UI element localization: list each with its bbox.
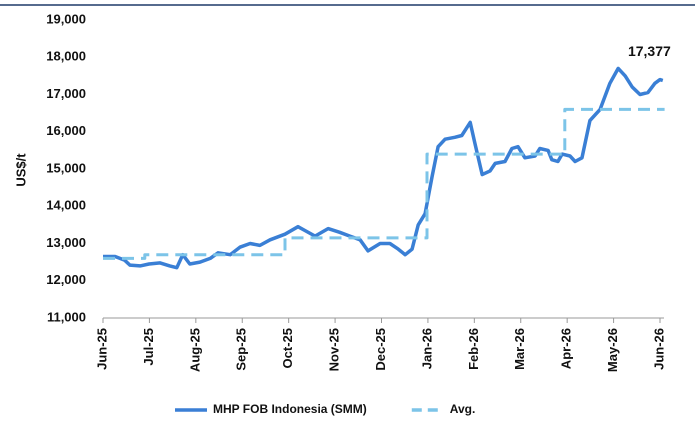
x-tick-label: Mar-26 [512, 328, 527, 370]
y-tick-label: 16,000 [46, 123, 86, 138]
x-tick-label: May-26 [605, 328, 620, 372]
y-tick-label: 11,000 [47, 309, 86, 324]
annotation: 17,377 [628, 43, 671, 59]
x-tick-label: Aug-25 [187, 328, 202, 372]
x-tick-label: Jan-26 [419, 328, 434, 369]
x-tick-label: Dec-25 [373, 328, 388, 371]
x-tick-label: Jul-25 [141, 328, 156, 366]
series-line [103, 107, 665, 260]
y-tick-label: 19,000 [46, 11, 86, 26]
series-line [103, 66, 664, 270]
legend-label: Avg. [450, 402, 476, 416]
legend-label: MHP FOB Indonesia (SMM) [213, 402, 367, 416]
x-tick-label: Apr-26 [559, 328, 574, 369]
x-tick-label: Jun-25 [94, 328, 109, 370]
x-tick-label: Oct-25 [280, 328, 295, 368]
y-tick-label: 17,000 [46, 86, 86, 101]
x-tick-label: Jun-26 [651, 328, 666, 370]
y-tick-label: 14,000 [46, 198, 86, 213]
y-tick-label: 13,000 [46, 235, 86, 250]
y-tick-label: 18,000 [46, 49, 86, 64]
y-tick-label: 12,000 [46, 272, 86, 287]
y-tick-label: 15,000 [46, 160, 86, 175]
y-axis-title: US$/t [13, 153, 28, 187]
x-tick-label: Nov-25 [327, 328, 342, 371]
x-tick-label: Sep-25 [234, 328, 249, 371]
x-tick-label: Feb-26 [466, 328, 481, 370]
